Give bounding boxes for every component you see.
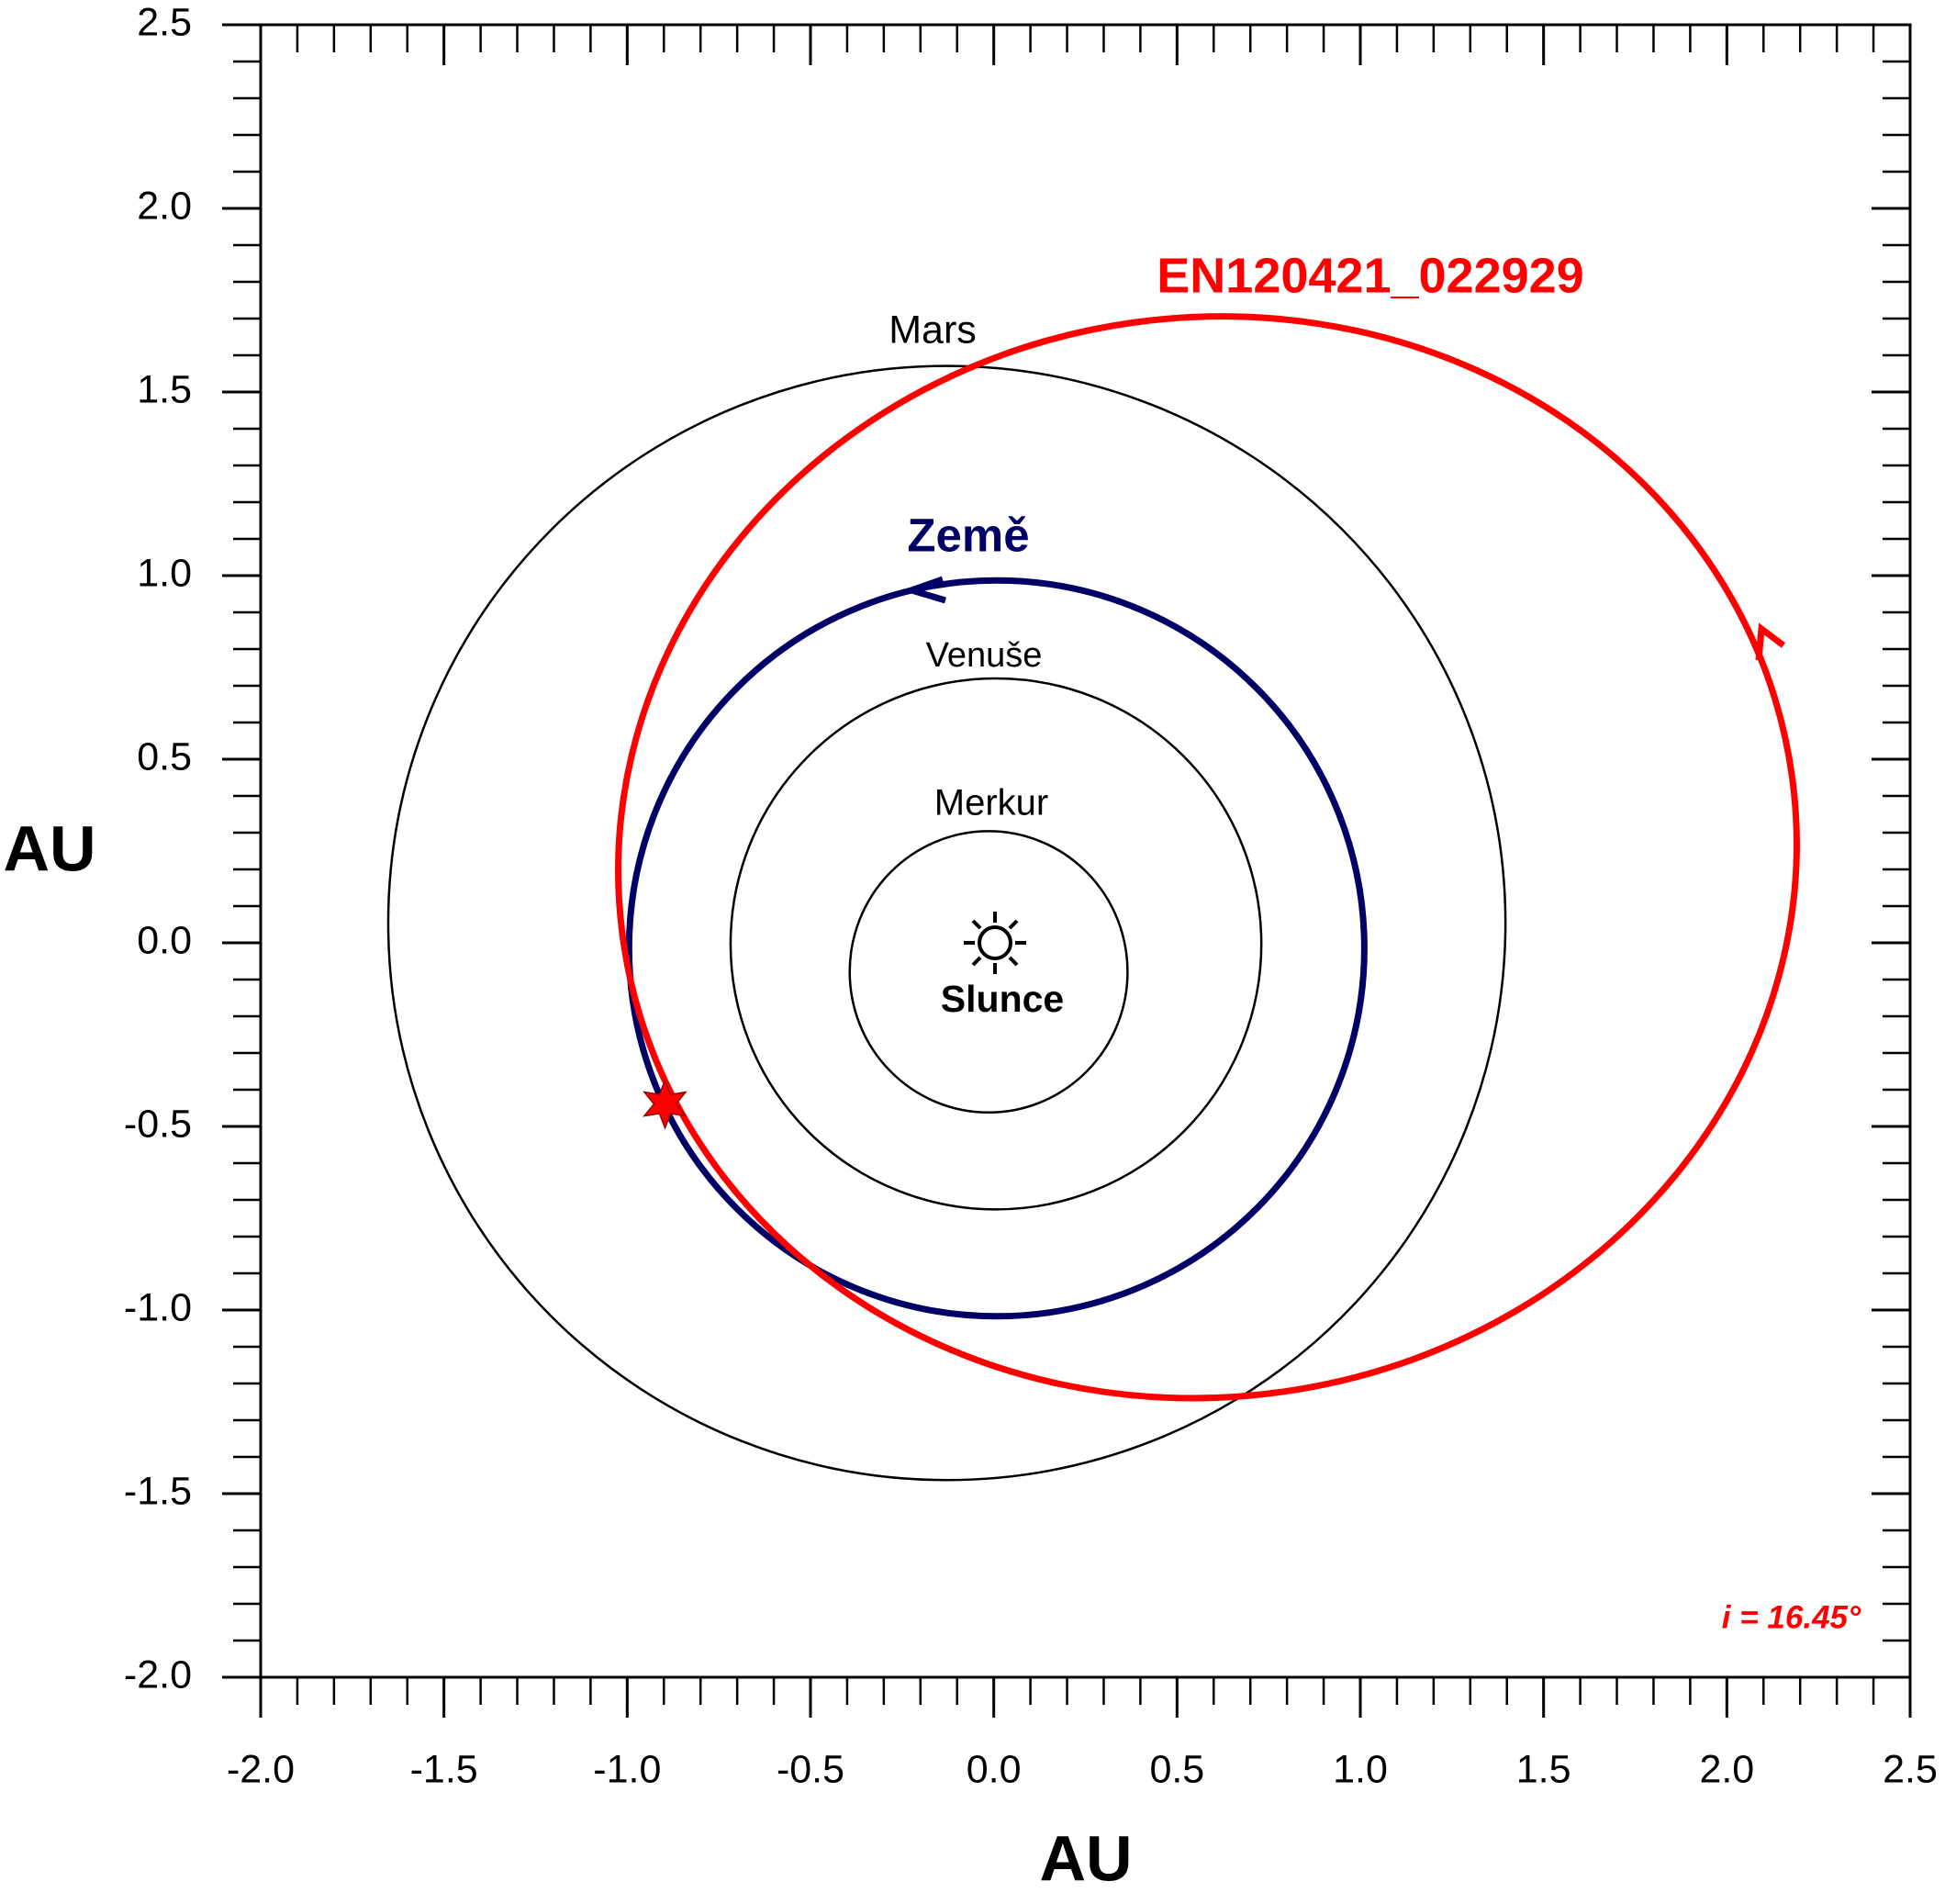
orbits — [386, 313, 1800, 1482]
orbit — [386, 364, 1507, 1482]
x-tick-label: 1.5 — [1516, 1747, 1571, 1791]
y-tick-label: -1.0 — [124, 1285, 192, 1329]
y-tick-label: 1.5 — [137, 367, 192, 411]
orbit-label: Venuše — [926, 636, 1043, 675]
y-tick-label: -1.5 — [124, 1469, 192, 1513]
y-tick-label: 1.0 — [137, 551, 192, 595]
orbit — [848, 830, 1129, 1114]
x-tick-label: 0.5 — [1149, 1747, 1204, 1791]
x-tick-label: 0.0 — [967, 1747, 1022, 1791]
sun-symbol — [964, 912, 1026, 974]
x-tick-label: -2.0 — [227, 1747, 295, 1791]
orbit-label: EN120421_022929 — [1157, 248, 1583, 303]
x-tick-label: -1.5 — [410, 1747, 478, 1791]
annotation: i = 16.45° — [1722, 1599, 1861, 1635]
plot-frame — [259, 23, 1912, 1679]
y-tick-label: 2.5 — [137, 0, 192, 44]
x-axis-title: AU — [1039, 1822, 1132, 1894]
orbit-label: Země — [907, 509, 1029, 561]
direction-arrow — [1755, 622, 1786, 661]
y-tick-label: 0.0 — [137, 918, 192, 962]
orbit-label: Mars — [889, 308, 977, 352]
orbit — [615, 313, 1800, 1402]
fireball-point — [643, 1078, 687, 1130]
x-tick-label: -0.5 — [777, 1747, 844, 1791]
y-tick-label: 2.0 — [137, 184, 192, 228]
y-tick-label: -2.0 — [124, 1652, 192, 1697]
sun-label: Slunce — [941, 978, 1064, 1020]
y-axis-title: AU — [3, 812, 95, 884]
y-tick-label: -0.5 — [124, 1102, 192, 1146]
direction-arrow — [900, 576, 946, 604]
x-tick-label: 1.0 — [1333, 1747, 1388, 1791]
orbit-label: Merkur — [934, 783, 1048, 823]
x-tick-label: 2.0 — [1699, 1747, 1754, 1791]
y-tick-label: 0.5 — [137, 734, 192, 778]
x-tick-label: 2.5 — [1883, 1747, 1938, 1791]
x-tick-label: -1.0 — [593, 1747, 661, 1791]
orbit — [625, 577, 1368, 1320]
orbit — [729, 677, 1263, 1211]
